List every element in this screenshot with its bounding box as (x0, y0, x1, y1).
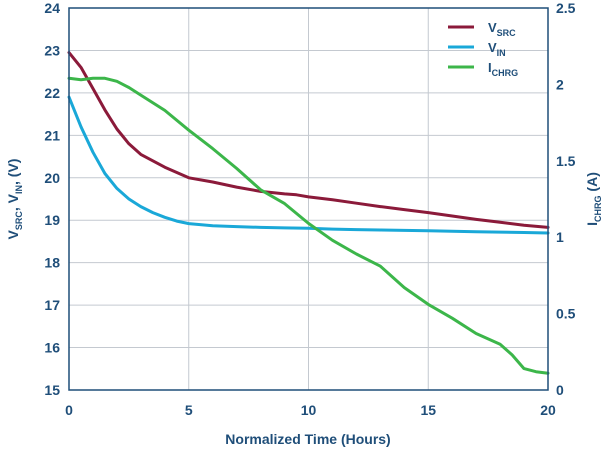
legend-label: ICHRG (488, 60, 518, 78)
x-tick-label: 20 (540, 402, 556, 418)
legend-label: VSRC (488, 20, 516, 38)
legend: VSRC VIN ICHRG (448, 20, 518, 78)
y-right-tick-label: 2 (556, 76, 564, 92)
y-left-tick-label: 21 (44, 127, 60, 143)
y-right-tick-label: 0 (556, 382, 564, 398)
y-left-tick-label: 15 (44, 382, 60, 398)
y-left-tick-label: 19 (44, 212, 60, 228)
y-axis-label-right: ICHRG (A) (584, 172, 603, 226)
y-left-tick-label: 18 (44, 255, 60, 271)
y-left-tick-label: 24 (44, 0, 60, 16)
y-axis-label-left: VSRC, VIN, (V) (5, 159, 24, 240)
series-line-vsrc (67, 51, 550, 229)
y-left-tick-label: 22 (44, 85, 60, 101)
series-lines (67, 51, 550, 375)
series-line-ichrg (67, 76, 550, 375)
x-tick-label: 5 (185, 402, 193, 418)
x-tick-label: 15 (420, 402, 436, 418)
tick-labels: 0 5 10 15 20 15 16 17 18 19 20 21 22 23 24 0 0.5 1 1.5 2 2.5 (44, 0, 575, 418)
x-axis-label: Normalized Time (Hours) (225, 431, 390, 447)
series-line-vin (67, 95, 550, 235)
grid-lines (69, 8, 548, 390)
legend-label: VIN (488, 40, 506, 58)
y-right-tick-label: 1 (556, 229, 564, 245)
y-left-tick-label: 23 (44, 42, 60, 58)
y-right-tick-label: 0.5 (556, 306, 576, 322)
y-right-tick-label: 1.5 (556, 153, 576, 169)
y-left-tick-label: 20 (44, 170, 60, 186)
x-tick-label: 0 (65, 402, 73, 418)
plot-frame (68, 7, 549, 391)
y-right-tick-label: 2.5 (556, 0, 576, 16)
y-left-tick-label: 17 (44, 297, 60, 313)
y-left-tick-label: 16 (44, 340, 60, 356)
x-tick-label: 10 (301, 402, 317, 418)
